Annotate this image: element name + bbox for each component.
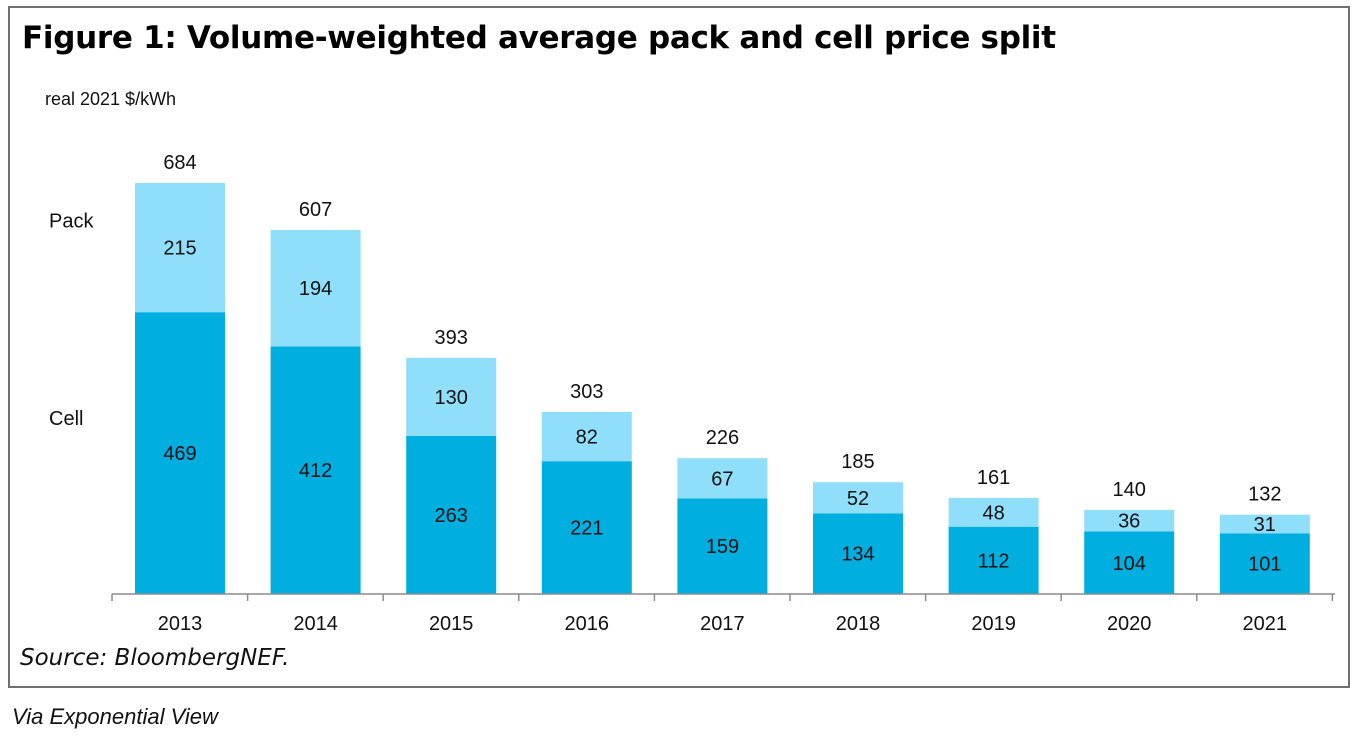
bar-cell-2013 <box>135 312 225 594</box>
chart-title: Figure 1: Volume-weighted average pack a… <box>22 20 1056 56</box>
unit-label: real 2021 $/kWh <box>45 89 177 109</box>
x-tick-label-2014: 2014 <box>293 613 338 635</box>
data-label-total-2019: 161 <box>977 467 1010 489</box>
data-label-pack-2017: 67 <box>711 468 733 490</box>
data-label-cell-2021: 101 <box>1248 554 1281 576</box>
bar-pack-2015 <box>406 357 497 436</box>
data-label-pack-2021: 31 <box>1254 514 1276 536</box>
data-label-cell-2016: 221 <box>570 518 603 540</box>
x-tick-label-2015: 2015 <box>429 613 474 635</box>
bar-cell-2016 <box>541 461 632 594</box>
data-label-total-2020: 140 <box>1113 479 1146 501</box>
x-tick-label-2021: 2021 <box>1243 613 1288 635</box>
data-label-total-2017: 226 <box>706 427 739 449</box>
data-label-cell-2014: 412 <box>299 460 332 482</box>
data-label-cell-2020: 104 <box>1113 553 1146 575</box>
x-axis: 2013 2014 2015 2016 2017 2018 2019 2020 2021 <box>111 593 1335 635</box>
legend: Pack Cell <box>49 211 94 431</box>
bar-cell-2015 <box>406 435 497 594</box>
bar-pack-2019 <box>948 497 1039 527</box>
data-label-pack-2016: 82 <box>576 427 598 449</box>
bar-pack-2013 <box>135 183 225 313</box>
x-tick-label-2019: 2019 <box>971 613 1016 635</box>
data-label-cell-2013: 469 <box>163 443 196 465</box>
bar-cell-2019 <box>948 526 1039 594</box>
bar-cell-2018 <box>813 513 903 594</box>
bar-pack-2017 <box>677 458 768 499</box>
data-label-pack-2019: 48 <box>982 502 1004 524</box>
data-label-total-2016: 303 <box>570 381 603 403</box>
data-label-cell-2018: 134 <box>841 544 874 566</box>
bar-cell-2014 <box>270 346 361 594</box>
data-label-total-2018: 185 <box>841 451 874 473</box>
data-label-pack-2015: 130 <box>435 387 468 409</box>
data-label-total-2015: 393 <box>435 327 468 349</box>
data-label-pack-2014: 194 <box>299 278 332 300</box>
bar-pack-2014 <box>270 229 361 347</box>
bar-pack-2016 <box>541 411 632 462</box>
legend-pack-label: Pack <box>49 211 94 233</box>
bar-pack-2021 <box>1219 514 1310 534</box>
data-label-pack-2018: 52 <box>847 488 869 510</box>
bar-cell-2020 <box>1084 531 1175 594</box>
data-label-pack-2013: 215 <box>163 238 196 260</box>
data-label-cell-2019: 112 <box>978 550 1010 572</box>
bars-layer: 469 215 684 412 194 607 263 130 393 221 82 303 159 67… <box>135 152 1310 594</box>
data-label-cell-2015: 263 <box>435 505 468 527</box>
data-label-cell-2017: 159 <box>706 536 739 558</box>
data-label-total-2013: 684 <box>163 152 196 174</box>
bar-cell-2017 <box>677 498 768 594</box>
footnote: Via Exponential View <box>12 704 218 729</box>
bar-pack-2018 <box>813 482 903 514</box>
bar-pack-2020 <box>1084 509 1175 532</box>
x-tick-label-2020: 2020 <box>1107 613 1152 635</box>
data-label-pack-2020: 36 <box>1118 511 1140 533</box>
data-label-total-2021: 132 <box>1248 484 1281 506</box>
x-tick-label-2017: 2017 <box>700 613 745 635</box>
legend-cell-label: Cell <box>49 408 83 430</box>
source-note: Source: BloombergNEF. <box>20 645 290 671</box>
x-tick-label-2013: 2013 <box>158 613 203 635</box>
x-tick-label-2016: 2016 <box>565 613 610 635</box>
data-label-total-2014: 607 <box>299 199 332 221</box>
bar-cell-2021 <box>1219 533 1310 594</box>
x-tick-label-2018: 2018 <box>836 613 881 635</box>
